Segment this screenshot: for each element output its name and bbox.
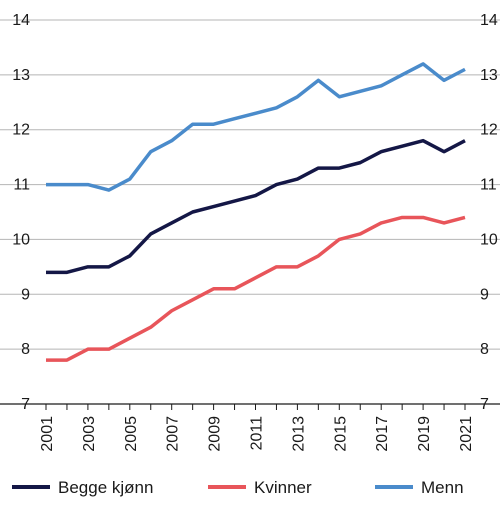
series-line-2 — [46, 62, 466, 192]
x-tick-label: 2019 — [416, 416, 433, 452]
series-line-1 — [46, 215, 466, 362]
x-tick-label: 2009 — [207, 416, 224, 452]
y-tick-label-right: 10 — [480, 231, 498, 248]
x-tick-label: 2021 — [458, 416, 475, 452]
series-lines — [46, 62, 466, 362]
y-tick-label-right: 8 — [480, 341, 489, 358]
y-tick-label-left: 8 — [21, 341, 30, 358]
x-tick-label: 2015 — [332, 416, 349, 452]
y-tick-label-right: 13 — [480, 67, 498, 84]
legend-label-2: Menn — [421, 478, 464, 497]
y-tick-label-right: 9 — [480, 286, 489, 303]
x-tick-label: 2003 — [81, 416, 98, 452]
y-tick-label-left: 9 — [21, 286, 30, 303]
legend-label-0: Begge kjønn — [58, 478, 153, 497]
y-tick-label-left: 11 — [13, 177, 30, 194]
y-tick-label-right: 11 — [480, 177, 497, 194]
legend-label-1: Kvinner — [254, 478, 312, 497]
legend: Begge kjønn Kvinner Menn — [12, 478, 464, 497]
y-tick-label-left: 10 — [12, 231, 30, 248]
x-tick-label: 2011 — [249, 416, 266, 451]
y-tick-label-left: 12 — [12, 122, 30, 139]
y-tick-label-left: 14 — [12, 12, 30, 29]
y-tick-label-right: 14 — [480, 12, 498, 29]
x-tick-label: 2017 — [374, 416, 391, 452]
y-tick-label-left: 13 — [12, 67, 30, 84]
x-tick-label: 2005 — [123, 416, 140, 452]
series-line-0 — [46, 138, 466, 275]
y-tick-label-right: 12 — [480, 122, 498, 139]
x-tick-label: 2001 — [39, 416, 56, 452]
x-tick-label: 2013 — [290, 416, 307, 452]
x-tick-label: 2007 — [165, 416, 182, 452]
